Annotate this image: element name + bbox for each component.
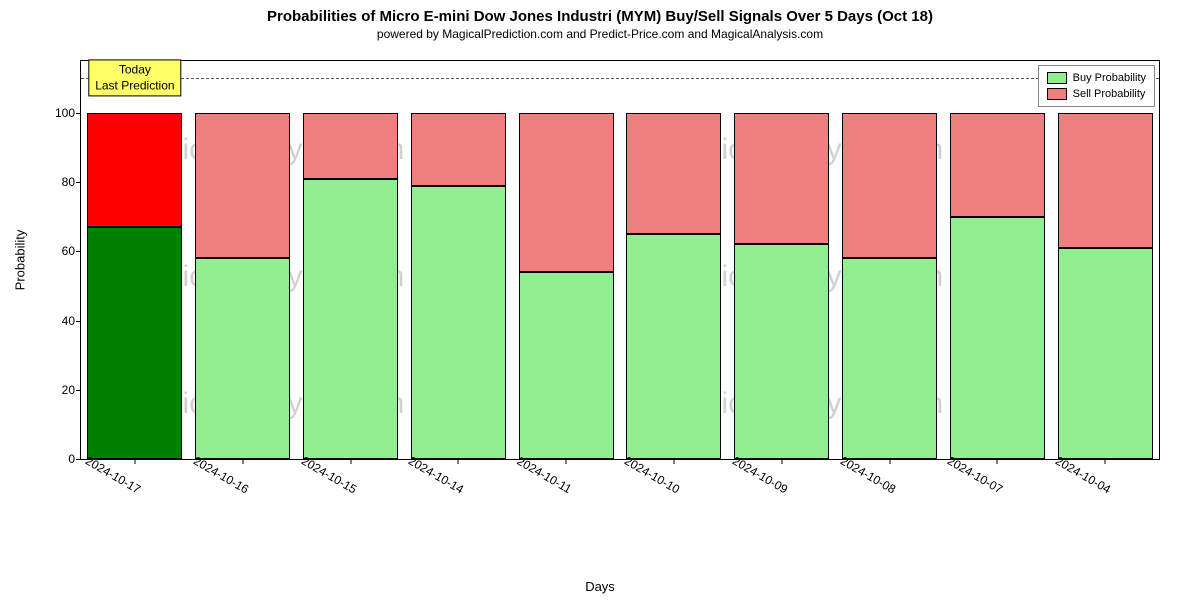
bar-buy [626,234,721,459]
xtick-mark [889,459,890,464]
bar-group [411,61,506,459]
bar-buy [303,179,398,459]
chart-subtitle: powered by MagicalPrediction.com and Pre… [0,25,1200,41]
bar-sell [519,113,614,272]
ytick-mark [76,390,81,391]
bar-sell [626,113,721,234]
xtick-mark [1105,459,1106,464]
ytick-mark [76,321,81,322]
ytick-mark [76,251,81,252]
x-axis-label: Days [585,579,615,594]
plot-area: MagicalAnalysis.comMagicalAnalysis.comMa… [80,60,1160,460]
bar-group [626,61,721,459]
ytick-mark [76,113,81,114]
annotation-line2: Last Prediction [95,78,174,94]
bar-group [1058,61,1153,459]
ytick-label: 80 [35,175,75,189]
ytick-mark [76,459,81,460]
ytick-label: 0 [35,452,75,466]
ytick-label: 40 [35,314,75,328]
y-axis-label: Probability [13,230,28,291]
bar-buy [519,272,614,459]
bar-sell [842,113,937,258]
ytick-label: 100 [35,106,75,120]
legend-item-buy: Buy Probability [1047,70,1146,86]
bar-buy [734,244,829,459]
bar-group [950,61,1045,459]
xtick-mark [350,459,351,464]
bar-buy [842,258,937,459]
legend-label-sell: Sell Probability [1073,88,1146,100]
bar-sell [87,113,182,227]
bar-sell [734,113,829,245]
bar-sell [950,113,1045,217]
annotation-line1: Today [95,63,174,79]
bar-group [519,61,614,459]
ytick-mark [76,182,81,183]
bar-buy [1058,248,1153,459]
bar-group [734,61,829,459]
bar-buy [950,217,1045,459]
bar-group [303,61,398,459]
chart-container: Probabilities of Micro E-mini Dow Jones … [0,0,1200,600]
bar-sell [195,113,290,258]
legend: Buy Probability Sell Probability [1038,65,1155,107]
legend-item-sell: Sell Probability [1047,86,1146,102]
bar-sell [303,113,398,179]
bar-buy [195,258,290,459]
bar-buy [411,186,506,459]
xtick-mark [997,459,998,464]
bar-sell [411,113,506,186]
chart-title: Probabilities of Micro E-mini Dow Jones … [0,0,1200,25]
annotation-today: TodayLast Prediction [88,60,181,97]
ytick-label: 60 [35,244,75,258]
legend-label-buy: Buy Probability [1073,72,1146,84]
ytick-label: 20 [35,383,75,397]
xtick-mark [781,459,782,464]
xtick-mark [134,459,135,464]
bar-buy [87,227,182,459]
xtick-mark [242,459,243,464]
legend-swatch-sell [1047,88,1067,100]
xtick-mark [673,459,674,464]
bar-group [87,61,182,459]
bar-group [195,61,290,459]
bar-group [842,61,937,459]
xtick-mark [566,459,567,464]
bar-sell [1058,113,1153,248]
xtick-mark [458,459,459,464]
legend-swatch-buy [1047,72,1067,84]
